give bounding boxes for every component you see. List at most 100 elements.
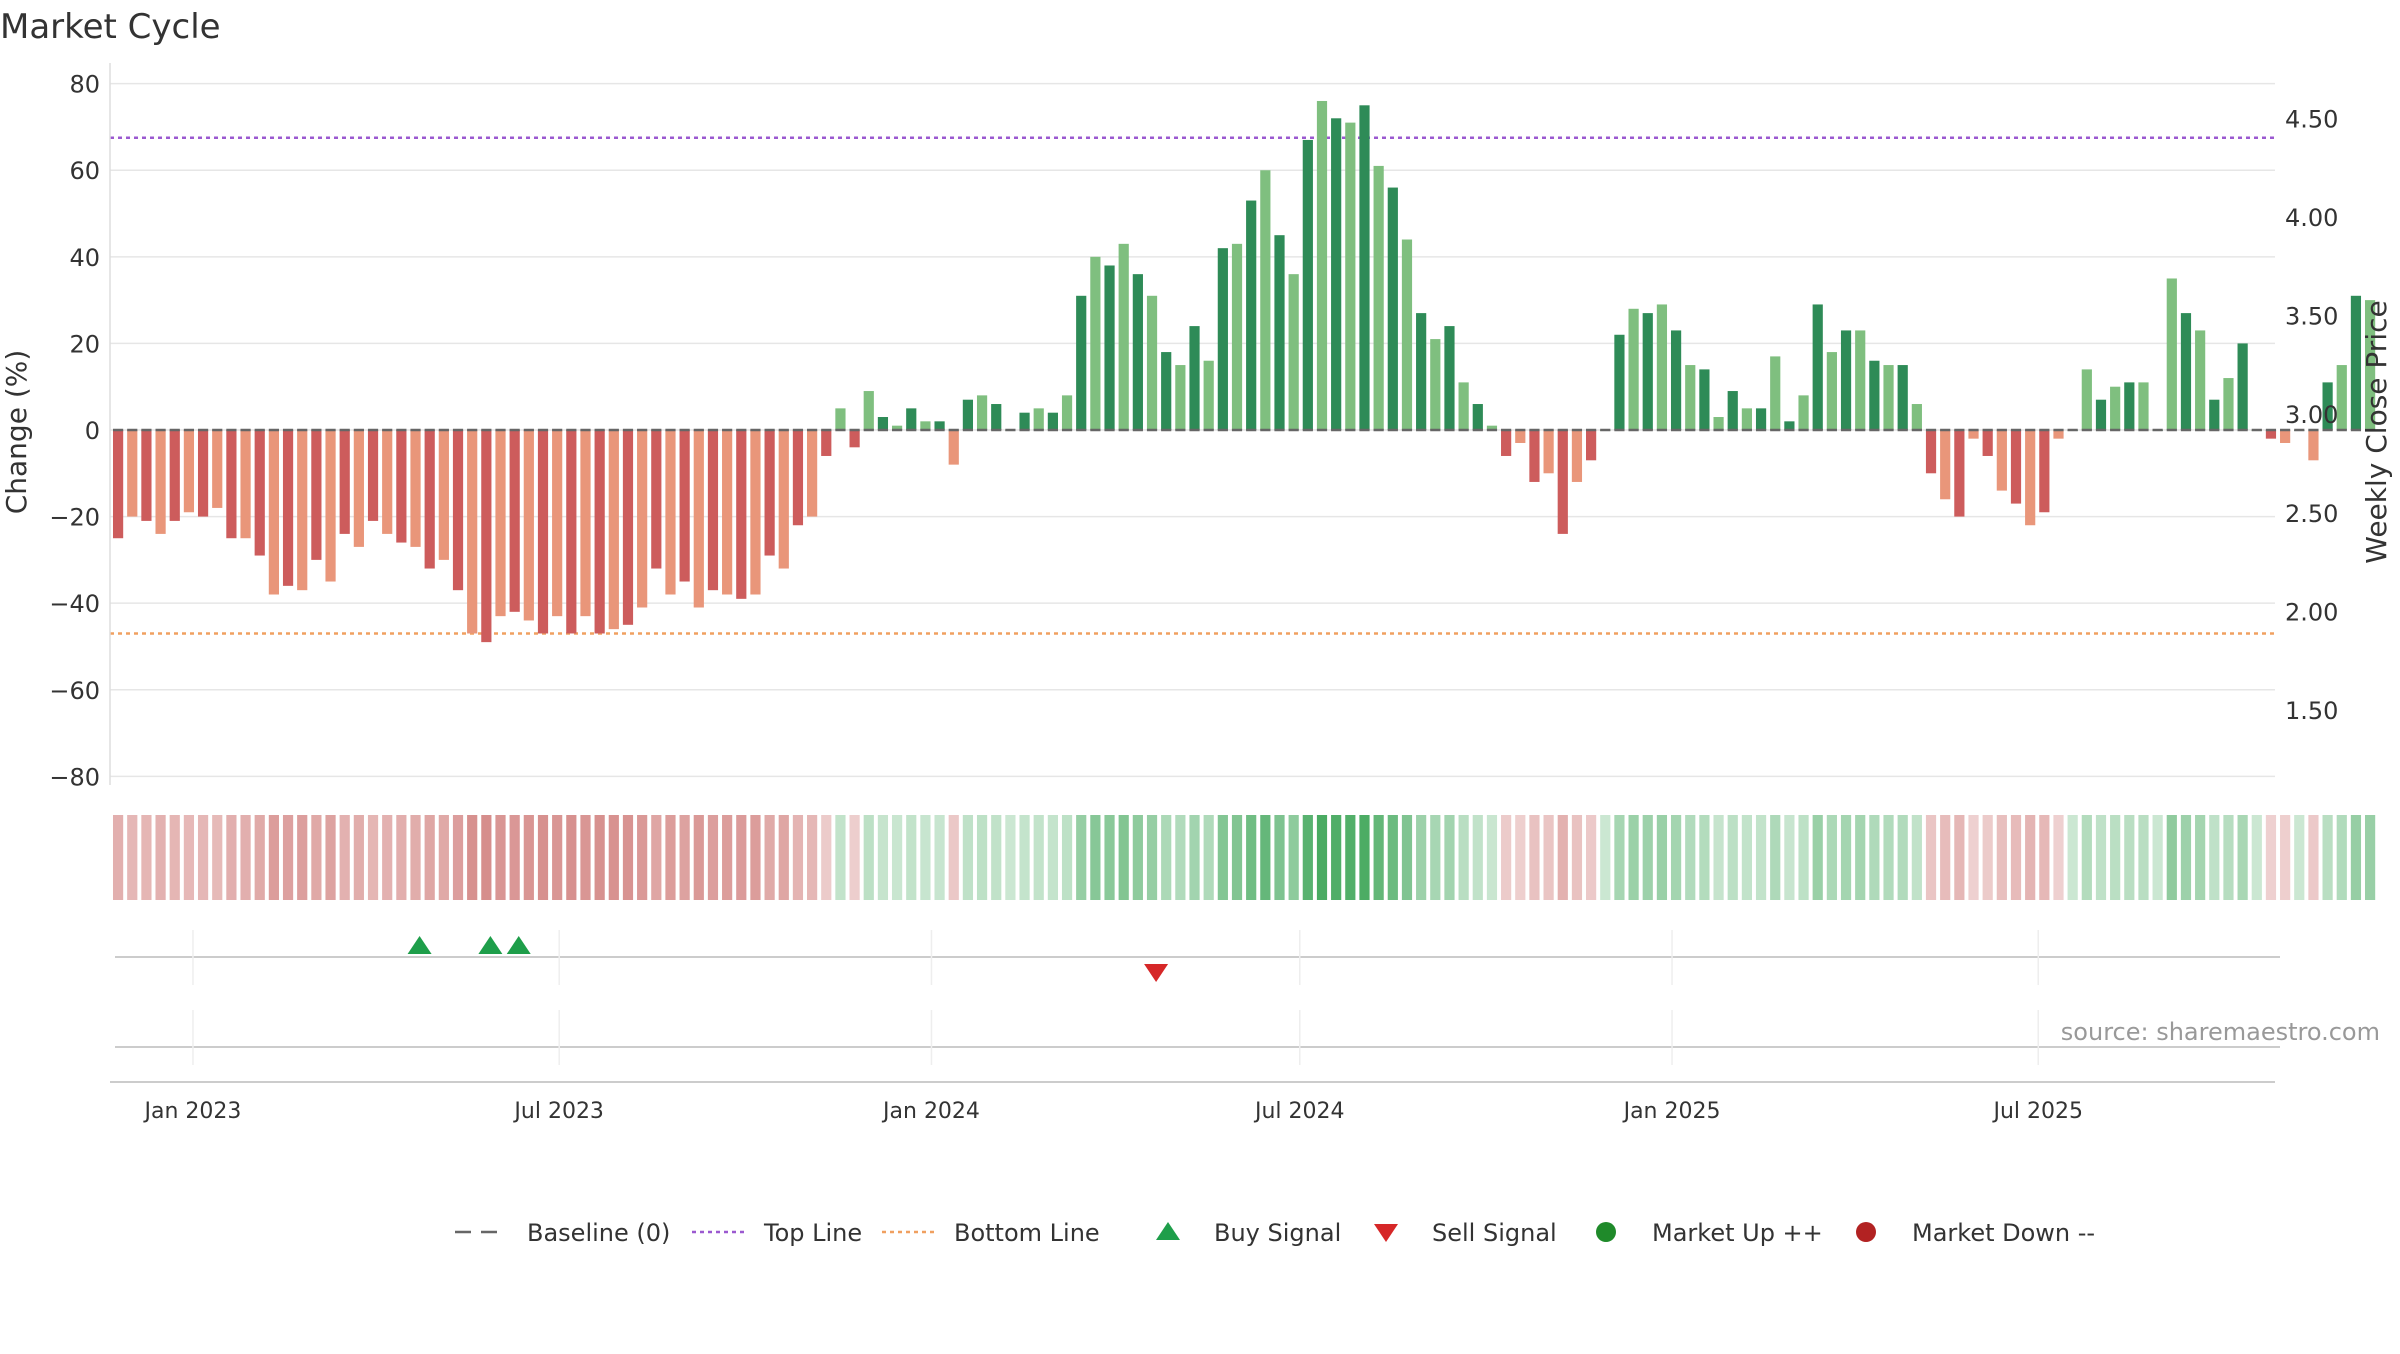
heat-cell: [1430, 815, 1441, 900]
heat-cell: [679, 815, 690, 900]
bar: [821, 430, 832, 456]
legend-label: Market Up ++: [1652, 1219, 1823, 1247]
bar: [991, 404, 1002, 430]
heat-cell: [1019, 815, 1030, 900]
axes-layer: 80 60 40 20 0 −20 −40 −60 −80 4.50 4.00 3.50 3.00 2.5…: [49, 63, 2338, 791]
heat-cell: [1699, 815, 1710, 900]
bar: [1954, 430, 1965, 517]
heat-cell: [580, 815, 591, 900]
heat-cell: [1515, 815, 1526, 900]
bar: [679, 430, 690, 582]
bar: [1359, 105, 1370, 431]
heat-cell: [1642, 815, 1653, 900]
bar: [2195, 330, 2206, 430]
y-tick-label: 60: [69, 157, 100, 185]
heat-cell: [1614, 815, 1625, 900]
heat-cell: [891, 815, 903, 900]
heat-cell: [991, 815, 1002, 900]
heat-cell: [523, 815, 534, 900]
bar: [1260, 170, 1271, 430]
heat-cell: [197, 815, 209, 900]
heat-cell: [1132, 815, 1143, 900]
heat-cell: [1345, 815, 1356, 900]
heat-cell: [2280, 815, 2291, 900]
heat-cell: [1302, 815, 1313, 900]
heat-cell: [438, 815, 449, 900]
legend-label: Top Line: [763, 1219, 862, 1247]
y-tick-label: −40: [49, 590, 100, 618]
legend-label: Market Down --: [1912, 1219, 2095, 1247]
bar: [1061, 395, 1073, 430]
heat-cell: [934, 815, 945, 900]
chart-title: Market Cycle: [0, 7, 221, 47]
bar: [2039, 430, 2050, 513]
bar: [1656, 304, 1668, 430]
bar: [2124, 382, 2135, 430]
heat-cell: [1061, 815, 1073, 900]
heat-cell: [1529, 815, 1540, 900]
heat-cell: [651, 815, 662, 900]
bar: [1784, 421, 1795, 430]
heat-cell: [1472, 815, 1483, 900]
bar: [282, 430, 294, 586]
heat-cell: [2152, 815, 2163, 900]
heat-cell: [141, 815, 152, 900]
heat-cell: [2223, 815, 2234, 900]
bar: [1543, 430, 1554, 474]
y2-tick-label: 3.50: [2285, 303, 2338, 331]
heat-cell: [2336, 815, 2347, 900]
heat-cell: [877, 815, 889, 900]
bar: [1033, 408, 1044, 430]
heat-cell: [1387, 815, 1398, 900]
bar: [1118, 243, 1129, 430]
bar: [1670, 330, 1682, 430]
bar: [1430, 339, 1441, 430]
bar: [2209, 399, 2220, 430]
y2-tick-label: 2.50: [2285, 500, 2338, 528]
heat-cell: [282, 815, 294, 900]
bar: [750, 430, 761, 595]
heat-cell: [792, 815, 804, 900]
bar: [1515, 430, 1526, 443]
x-tick-label: Jan 2024: [881, 1099, 980, 1124]
heat-cell: [821, 815, 832, 900]
x-axis: Jan 2023 Jul 2023 Jan 2024 Jul 2024 Jan 2025…: [110, 1081, 2275, 1124]
heat-cell: [481, 815, 492, 900]
bar: [1798, 395, 1809, 430]
bar: [1076, 295, 1087, 430]
bar: [962, 399, 974, 430]
bar: [920, 421, 931, 430]
heat-cell: [1812, 815, 1823, 900]
bar: [1529, 430, 1540, 482]
heat-cell: [339, 815, 350, 900]
bar: [1387, 187, 1398, 430]
heat-cell: [835, 815, 846, 900]
bar: [1132, 274, 1143, 430]
y2-tick-label: 2.00: [2285, 598, 2338, 626]
heat-cell: [1189, 815, 1200, 900]
y-tick-label: 80: [69, 71, 100, 99]
bar: [2081, 369, 2092, 430]
legend-item: Baseline (0): [455, 1219, 670, 1247]
bar: [1288, 274, 1299, 430]
bar: [1996, 430, 2007, 491]
bar: [297, 430, 308, 591]
bar: [1331, 118, 1342, 430]
bar: [1727, 391, 1738, 430]
heat-cell: [1798, 815, 1809, 900]
heat-cell: [849, 815, 860, 900]
bar: [2053, 430, 2064, 439]
heat-strip: [112, 815, 2376, 900]
legend-item: Top Line: [692, 1219, 862, 1247]
bar: [1883, 365, 1894, 430]
heat-cell: [693, 815, 704, 900]
bar: [2350, 295, 2362, 430]
heat-cell: [297, 815, 308, 900]
heat-cell: [1316, 815, 1328, 900]
heat-cell: [1203, 815, 1214, 900]
bars-layer: [112, 100, 2376, 643]
heat-cell: [1869, 815, 1880, 900]
bar: [1571, 430, 1583, 482]
bar: [1302, 139, 1313, 430]
